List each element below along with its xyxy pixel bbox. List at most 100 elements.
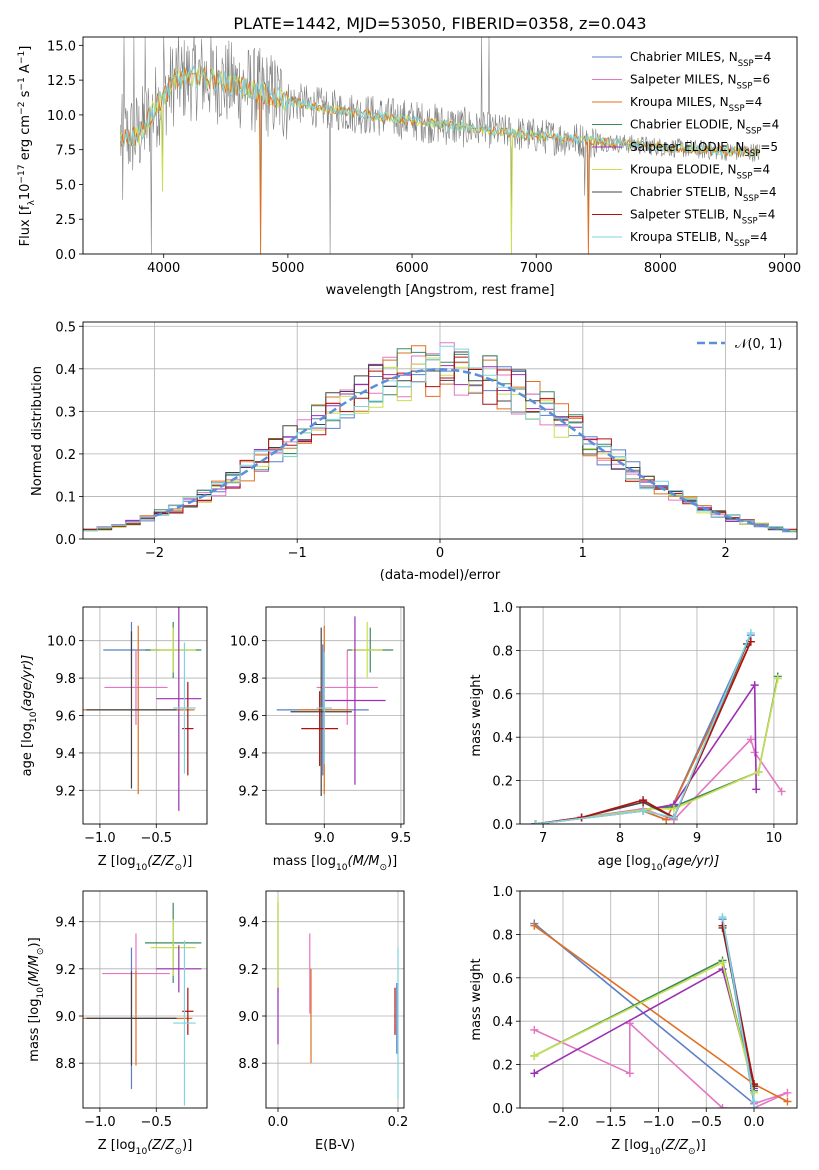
y-axis-label-part: erg cm [18,115,33,164]
y-tick-label: 0.1 [55,490,76,505]
y-axis-label-part: s [18,90,33,101]
x-axis-label-part: Z [log [611,1138,649,1153]
legend-label: Salpeter STELIB, NSSP=4 [630,208,775,227]
y-tick-label: 9.4 [238,747,259,762]
mass-weight-line [535,643,748,824]
x-tick-label: −0.5 [140,1115,172,1130]
y-tick-label: 0.8 [492,644,513,659]
x-axis-label-part: Z [log [98,854,136,869]
x-axis-label: E(B-V) [315,1138,355,1153]
y-tick-label: 9.0 [238,1010,259,1025]
x-tick-label: −1.0 [84,831,116,846]
mass-vs-extinction-panel: 0.0 0.2 8.8 9.0 9.2 9.4 E(B-V) [238,890,409,1153]
legend-sub: SSP [744,149,760,159]
x-tick-label: 8 [616,831,624,846]
axes-frame [519,890,798,1109]
x-tick-label: 0.0 [268,1115,289,1130]
legend-count: =4 [762,118,780,132]
y-tick-label: 9.4 [55,747,76,762]
y-axis-label-part: (M/M [27,955,42,987]
legend-count: =4 [752,163,770,177]
mass-weight-line [535,632,752,824]
mass-weight-marker [750,748,759,757]
x-axis-label-part: )] [182,1138,192,1153]
x-tick-label: 0.2 [388,1115,409,1130]
y-tick-label: 1.0 [492,885,513,900]
y-tick-label: 10.0 [47,109,76,124]
x-axis-label-part: 10 [651,863,663,873]
y-tick-label: 9.2 [55,784,76,799]
mass-vs-metallicity-panel: −1.0 −0.58.89.09.29.4Z [log10(Z/Z⊙)]mass … [27,890,208,1157]
x-tick-label: 0 [436,546,444,561]
normal-legend-label: 𝒩(0, 1) [735,337,782,352]
mass-weight-line [533,959,755,1091]
legend-sub: SSP [737,172,753,182]
mass-weight-marker [746,629,755,638]
x-tick-label: −0.5 [140,831,172,846]
y-axis-label-part: 10 [18,184,33,201]
plot-area [530,913,792,1108]
axes-frame [265,890,405,1109]
x-tick-label: 9000 [768,261,801,276]
legend-label: Chabrier ELODIE, NSSP=4 [630,118,779,137]
x-tick-label: 9.0 [314,831,335,846]
x-axis-label-part: 10 [649,1147,661,1157]
x-axis-label-part: Z [log [98,1138,136,1153]
x-axis-label: Z [log10(Z/Z⊙)] [98,1138,193,1157]
x-axis-label-part: age [log [598,854,651,869]
axes-frame [82,606,208,825]
x-tick-label: −2.0 [547,1115,579,1130]
legend-sub: SSP [737,82,753,92]
legend-text: Salpeter MILES, N [630,73,737,87]
mass-weight-marker [752,785,761,794]
legend-count: =4 [745,95,763,109]
y-axis-label-part: −2 [17,102,27,115]
mass-weight-vs-metallicity-panel: −2.0 −1.5 −1.0 −0.5 0.0 0.0 0.2 0.4 0.6 0.8 1.0 Z [… [469,885,798,1157]
x-axis-label-part: 10 [136,863,148,873]
mass-weight-marker [783,1088,792,1097]
x-tick-label: −1.5 [595,1115,627,1130]
x-axis-label-part: ⊙ [175,863,183,873]
legend-count: =6 [752,73,770,87]
mass-weight-line [535,737,783,824]
mass-weight-marker [718,1104,727,1108]
y-axis-label-part: ] [18,46,33,51]
legend-label: Kroupa STELIB, NSSP=4 [630,230,768,249]
y-axis-label: age [log10(age/yr)] [20,655,39,777]
y-axis-label: Normed distribution [30,366,45,496]
y-tick-label: 0.0 [492,1102,513,1117]
y-axis-label-part: A [18,64,33,77]
y-tick-label: 9.0 [55,1010,76,1025]
y-tick-label: 9.2 [238,963,259,978]
y-tick-label: 9.2 [55,963,76,978]
y-tick-label: 0.2 [492,1059,513,1074]
legend-label: Kroupa ELODIE, NSSP=4 [630,163,770,182]
y-tick-label: 0.5 [55,320,76,335]
y-axis-label-part: −17 [17,164,27,183]
x-axis-label-part: (M/M [348,854,380,869]
x-axis-label-part: (Z/Z [661,1138,689,1153]
mass-weight-marker [783,1097,792,1106]
x-axis-label-part: )] [387,854,397,869]
x-tick-label: 4000 [147,261,180,276]
x-axis-label: mass [log10(M/M⊙)] [273,854,397,873]
x-tick-label: 8000 [644,261,677,276]
legend-text: Kroupa MILES, N [630,95,729,109]
mass-weight-marker [746,735,755,744]
mass-weight-line [535,678,779,824]
mass-weight-marker [750,1104,759,1108]
x-axis-label: Z [log10(Z/Z⊙)] [98,854,193,873]
mass-weight-marker [662,815,671,824]
x-tick-label: 5000 [271,261,304,276]
x-tick-label: 0.0 [744,1115,765,1130]
x-tick-label: 7000 [520,261,553,276]
legend-text: Salpeter ELODIE, N [630,140,744,154]
mass-weight-line [533,919,756,1106]
normal-curve [153,368,791,532]
legend-count: =4 [759,185,777,199]
legend-text: Salpeter STELIB, N [630,208,742,222]
y-axis-label: Flux [fλ10−17 erg cm−2 s−1 A−1] [17,46,37,247]
legend-text: Kroupa ELODIE, N [630,163,737,177]
